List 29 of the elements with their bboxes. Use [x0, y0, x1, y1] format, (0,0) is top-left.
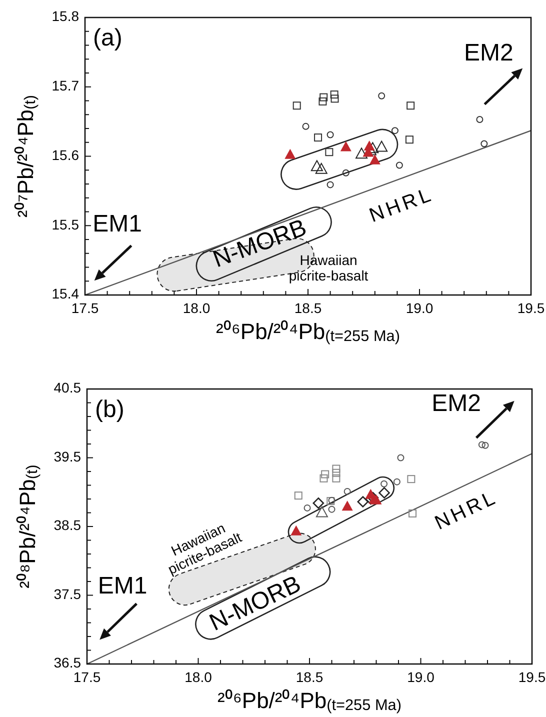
y-tick-label: 15.5 [52, 216, 80, 232]
y-tick-label: 37.5 [54, 586, 82, 602]
y-tick-label: 15.6 [52, 146, 80, 163]
x-tick-label: 17.5 [71, 300, 99, 316]
text: NHRL [366, 183, 436, 228]
y-tick-label: 15.8 [52, 8, 80, 24]
x-tick-label: 19.0 [406, 300, 434, 316]
y-tick-label: 39.5 [54, 448, 82, 464]
x-tick-label: 17.5 [73, 669, 101, 685]
x-tick-label: 19.0 [407, 669, 435, 685]
x-tick-label: 18.0 [184, 669, 212, 685]
annotation: EM1 [92, 210, 142, 238]
x-tick-label: 18.0 [182, 300, 210, 316]
x-axis-title: ²⁰⁶Pb/²⁰⁴Pb$_{(t=255 Ma)}$ [218, 688, 402, 714]
annotation: EM2 [432, 390, 482, 418]
x-axis-title: ²⁰⁶Pb/²⁰⁴Pb$_{(t=255 Ma)}$ [216, 319, 400, 345]
y-tick-label: 15.4 [52, 286, 80, 302]
chart-title: (b) [95, 396, 124, 423]
annotation: EM1 [98, 573, 148, 600]
chart-title: (a) [93, 24, 122, 52]
y-tick-label: 38.5 [54, 517, 82, 534]
x-tick-label: 19.5 [517, 300, 545, 316]
y-tick-label: 40.5 [54, 380, 82, 396]
annotation: EM2 [464, 40, 514, 67]
y-tick-label: 15.7 [52, 78, 80, 94]
x-tick-label: 19.5 [518, 669, 546, 685]
y-tick-label: 36.5 [54, 654, 82, 671]
x-tick-label: 18.5 [294, 300, 322, 316]
x-tick-label: 18.5 [296, 669, 324, 685]
